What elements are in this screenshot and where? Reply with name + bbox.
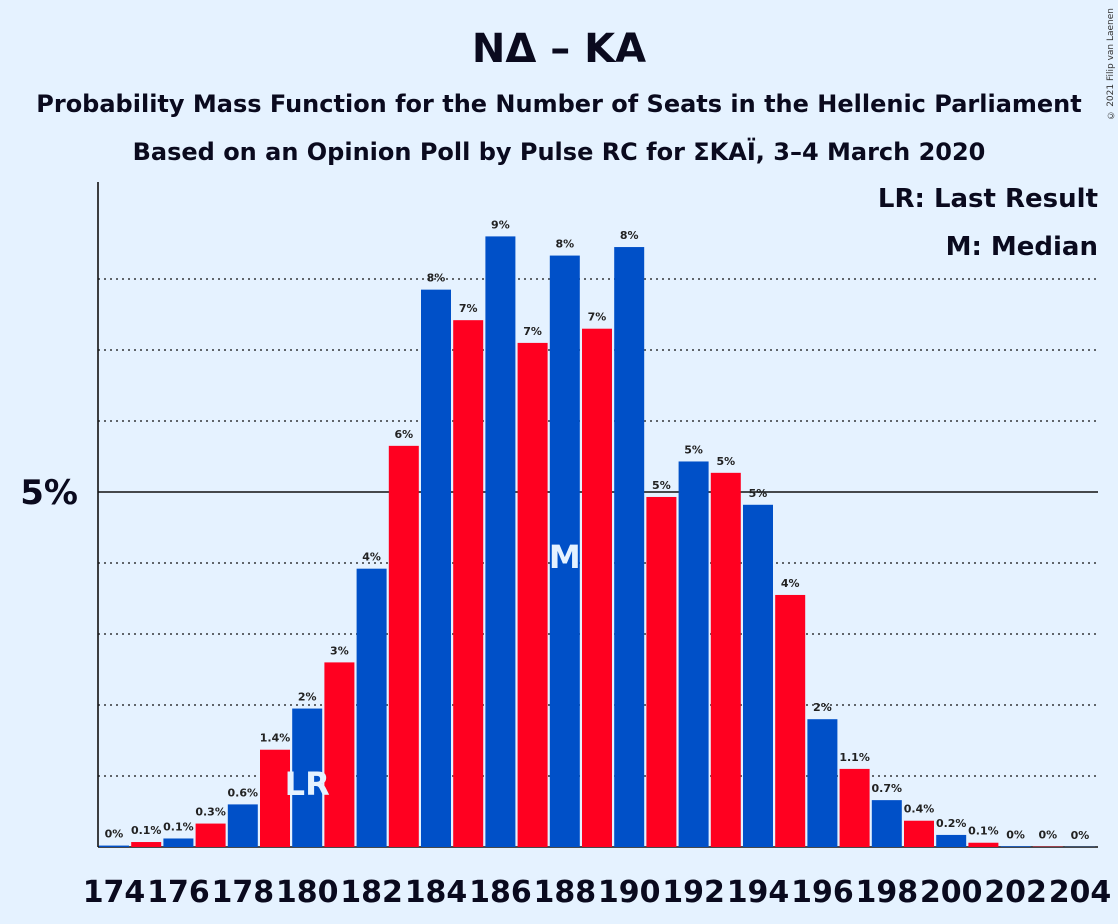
x-tick-label-200: 200 (920, 875, 983, 910)
chart-title: ΝΔ – ΚΑ (471, 26, 647, 72)
x-tick-label-194: 194 (727, 875, 790, 910)
bar-seat-184 (421, 289, 451, 847)
bar-seat-195 (775, 594, 806, 847)
bar-seat-202 (1000, 846, 1031, 847)
bar-label-seat-188: 8% (555, 238, 574, 251)
bar-label-seat-176: 0.1% (163, 820, 194, 833)
bar-seat-198 (871, 800, 902, 847)
bar-seat-185 (453, 320, 484, 847)
bar-seat-182 (356, 568, 387, 847)
median-marker: M (549, 538, 581, 576)
bar-seat-197 (839, 768, 870, 847)
bar-label-seat-174: 0% (105, 828, 124, 841)
bar-seat-190 (614, 247, 645, 848)
x-tick-label-180: 180 (276, 875, 339, 910)
bar-seat-178 (227, 804, 258, 847)
x-tick-label-202: 202 (984, 875, 1047, 910)
last-result-marker: LR (285, 765, 330, 803)
bar-seat-187 (517, 342, 548, 847)
bar-label-seat-182: 4% (362, 551, 381, 564)
bar-label-seat-186: 9% (491, 218, 510, 231)
bar-seat-194 (743, 504, 773, 847)
bar-seat-191 (646, 496, 677, 847)
bar-seat-174 (99, 845, 129, 847)
x-tick-label-174: 174 (83, 875, 146, 910)
x-tick-label-186: 186 (469, 875, 532, 910)
x-tick-label-184: 184 (405, 875, 468, 910)
bar-seat-193 (710, 472, 741, 847)
bar-label-seat-193: 5% (716, 455, 735, 468)
x-tick-label-188: 188 (533, 875, 596, 910)
bar-label-seat-179: 1.4% (260, 732, 291, 745)
bar-label-seat-183: 6% (394, 428, 413, 441)
bar-seat-179 (260, 749, 290, 847)
bar-label-seat-177: 0.3% (195, 806, 226, 819)
x-tick-label-196: 196 (791, 875, 854, 910)
bar-seat-181 (324, 662, 355, 847)
bar-label-seat-178: 0.6% (228, 786, 259, 799)
x-tick-label-176: 176 (147, 875, 210, 910)
bar-seat-201 (968, 842, 999, 847)
bar-seat-200 (936, 834, 967, 847)
bar-label-seat-190: 8% (620, 229, 639, 242)
chart-subtitle-line1: Probability Mass Function for the Number… (36, 90, 1082, 118)
legend-last-result: LR: Last Result (877, 184, 1098, 214)
bar-seat-189 (582, 328, 612, 847)
bar-label-seat-204: 0% (1071, 829, 1090, 842)
y-tick-label: 5% (20, 473, 78, 513)
bar-label-seat-181: 3% (330, 644, 349, 657)
chart-subtitle-line2: Based on an Opinion Poll by Pulse RC for… (132, 138, 986, 166)
bar-label-seat-197: 1.1% (839, 751, 870, 764)
bar-label-seat-202: 0% (1006, 828, 1025, 841)
bar-label-seat-191: 5% (652, 479, 671, 492)
bar-seat-192 (678, 461, 709, 847)
bar-label-seat-199: 0.4% (904, 803, 935, 816)
bar-label-seat-175: 0.1% (131, 824, 162, 837)
bar-label-seat-180: 2% (298, 691, 317, 704)
bar-label-seat-203: 0% (1038, 829, 1057, 842)
legend-median: M: Median (945, 232, 1098, 262)
bar-label-seat-200: 0.2% (936, 817, 967, 830)
x-tick-label-178: 178 (211, 875, 274, 910)
bar-seat-199 (904, 820, 934, 847)
bar-label-seat-198: 0.7% (872, 782, 903, 795)
bar-label-seat-201: 0.1% (968, 825, 999, 838)
bar-label-seat-189: 7% (588, 311, 607, 324)
bar-seat-188 (549, 255, 580, 847)
bar-seat-176 (163, 838, 194, 847)
bar-label-seat-196: 2% (813, 701, 832, 714)
x-tick-label-198: 198 (855, 875, 918, 910)
x-tick-label-192: 192 (662, 875, 725, 910)
x-tick-label-204: 204 (1049, 875, 1112, 910)
bar-label-seat-195: 4% (781, 577, 800, 590)
bar-seat-196 (807, 719, 838, 847)
x-tick-label-190: 190 (598, 875, 661, 910)
bar-seat-175 (131, 842, 162, 847)
bar-seat-180 (292, 708, 323, 847)
bar-seat-186 (485, 236, 516, 847)
bar-label-seat-184: 8% (427, 272, 446, 285)
bar-seat-183 (388, 445, 419, 847)
bar-label-seat-185: 7% (459, 302, 478, 315)
bar-label-seat-194: 5% (749, 487, 768, 500)
x-tick-label-182: 182 (340, 875, 403, 910)
bar-label-seat-187: 7% (523, 325, 542, 338)
bar-seat-177 (195, 823, 226, 847)
bar-label-seat-192: 5% (684, 443, 703, 456)
